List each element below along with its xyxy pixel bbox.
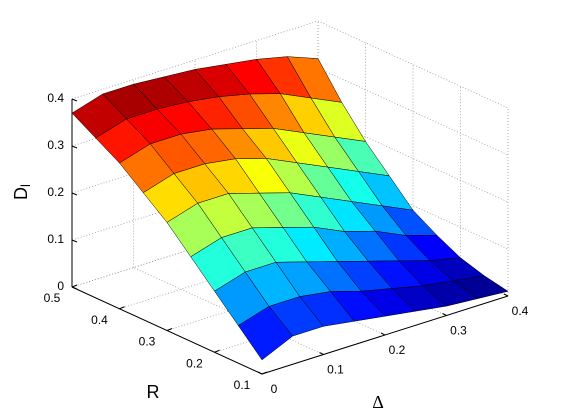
x-tick (503, 293, 509, 297)
x-tick-label: 0.2 (389, 343, 406, 357)
x-grid-line (133, 267, 324, 355)
x-tick (380, 332, 386, 336)
z-tick (71, 192, 78, 196)
z-tick (71, 239, 78, 243)
y-tick (261, 371, 268, 375)
axes: 00.10.20.30.40.10.20.30.40.500.10.20.30.… (44, 91, 529, 396)
y-tick-label: 0.1 (234, 378, 251, 392)
z-tick (71, 145, 78, 149)
z-tick (71, 286, 78, 290)
z-tick-label: 0.2 (47, 185, 64, 199)
x-tick-label: 0.1 (327, 363, 344, 377)
x-axis-label: Δ (372, 392, 384, 412)
y-tick (119, 306, 125, 310)
y-tick-label: 0.4 (91, 313, 108, 327)
y-axis-label: R (147, 382, 160, 402)
y-tick (166, 328, 173, 331)
z-tick-label: 0.1 (47, 232, 64, 246)
x-tick-label: 0 (271, 382, 278, 396)
x-tick (319, 352, 324, 355)
z-grid-line (317, 114, 509, 203)
z-tick-label: 0 (57, 279, 64, 293)
z-grid-line (317, 67, 509, 156)
z-axis-label-main: D (11, 187, 31, 200)
x-tick-label: 0.4 (512, 304, 529, 318)
x-tick-label: 0.3 (450, 324, 467, 338)
y-tick (214, 349, 220, 353)
x-tick (442, 313, 447, 316)
y-tick (71, 284, 78, 288)
z-axis-label: Dl (11, 184, 34, 200)
z-grid-line (317, 161, 509, 250)
z-tick (71, 98, 78, 102)
z-axis-label-sub: l (18, 184, 33, 187)
surface (71, 56, 509, 361)
y-tick-label: 0.2 (186, 356, 203, 370)
z-grid-line (71, 20, 319, 100)
surface-patch (237, 306, 294, 361)
z-tick-label: 0.3 (47, 138, 64, 152)
z-grid-line (317, 20, 509, 109)
z-tick-label: 0.4 (47, 91, 64, 105)
y-tick-label: 0.3 (139, 335, 156, 349)
y-tick-label: 0.5 (44, 291, 61, 305)
x-tick (257, 371, 263, 375)
